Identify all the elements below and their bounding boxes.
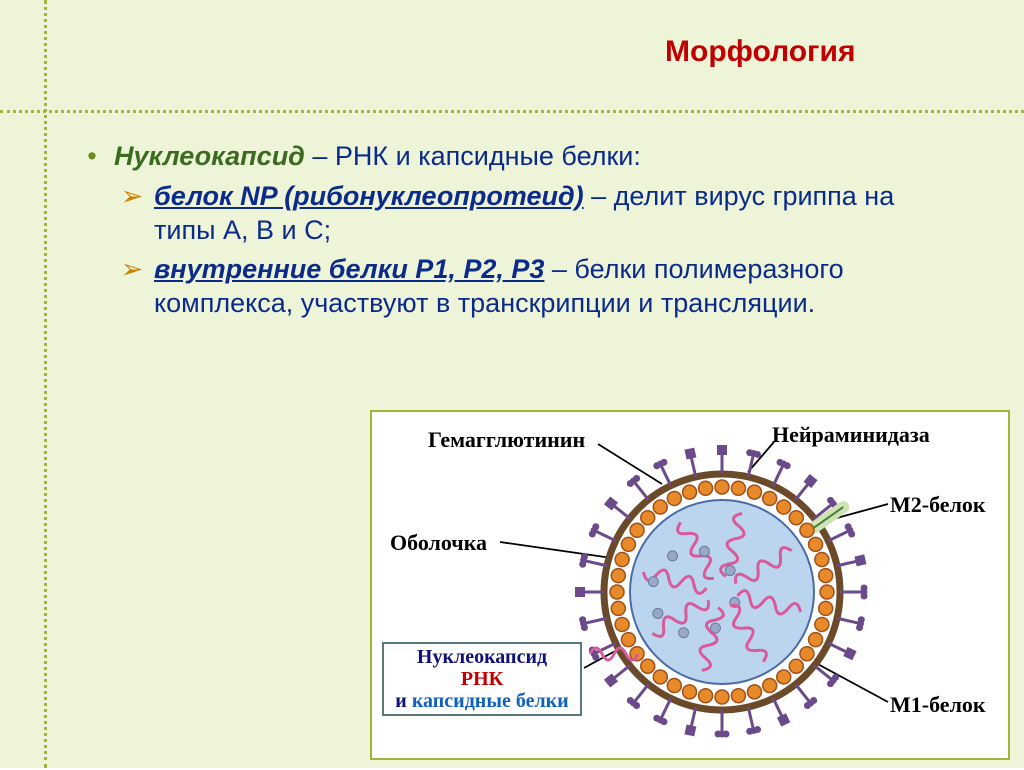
nucleocapsid-box: НуклеокапсидРНКи капсидные белки xyxy=(382,642,582,716)
label-envelope: Оболочка xyxy=(390,530,487,556)
diagram-area: Гемагглютинин Нейраминидаза М2-белок Оболоч… xyxy=(370,410,1010,760)
label-hemagglutinin: Гемагглютинин xyxy=(428,427,585,453)
label-m1: М1-белок xyxy=(890,692,986,718)
slide: Морфология •Нуклеокапсид – РНК и капсидн… xyxy=(0,0,1024,768)
label-neuraminidase: Нейраминидаза xyxy=(772,422,930,448)
label-m2: М2-белок xyxy=(890,492,986,518)
